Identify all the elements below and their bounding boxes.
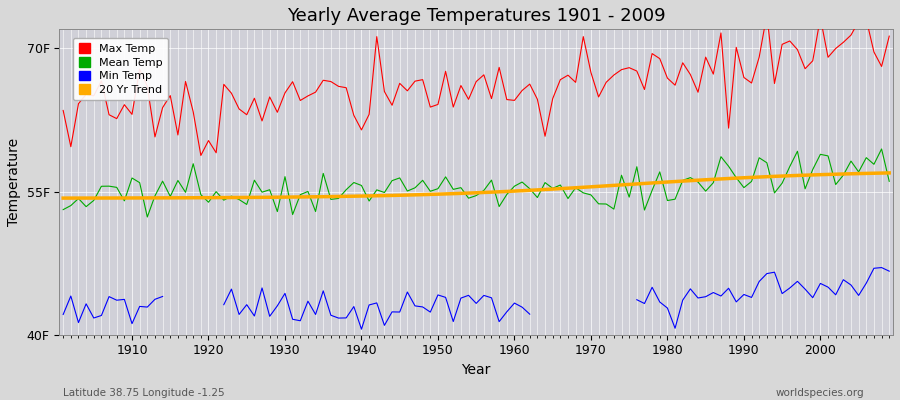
X-axis label: Year: Year <box>462 363 490 377</box>
Y-axis label: Temperature: Temperature <box>7 138 21 226</box>
Text: Latitude 38.75 Longitude -1.25: Latitude 38.75 Longitude -1.25 <box>63 388 225 398</box>
Text: worldspecies.org: worldspecies.org <box>776 388 864 398</box>
Title: Yearly Average Temperatures 1901 - 2009: Yearly Average Temperatures 1901 - 2009 <box>287 7 665 25</box>
Legend: Max Temp, Mean Temp, Min Temp, 20 Yr Trend: Max Temp, Mean Temp, Min Temp, 20 Yr Tre… <box>73 38 168 100</box>
